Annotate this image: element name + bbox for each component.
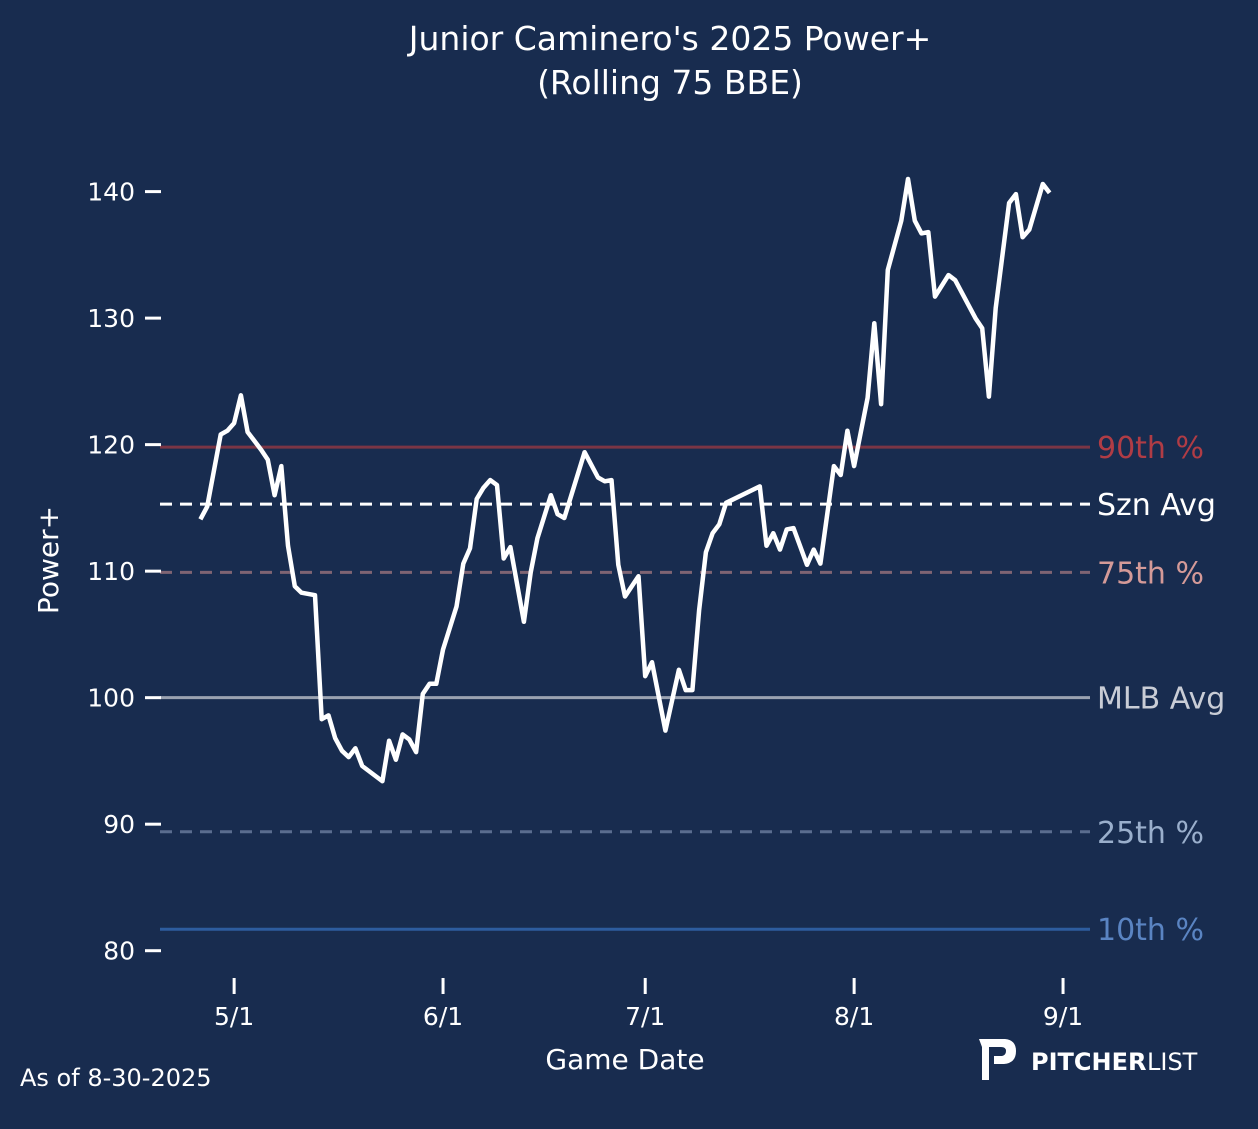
reference-lines: 90th % Szn Avg 75th % MLB Avg 25th % 10th % — [160, 431, 1225, 948]
chart-title: Junior Caminero's 2025 Power+ — [407, 19, 931, 58]
logo-text-light: LIST — [1147, 1048, 1198, 1076]
chart-subtitle: (Rolling 75 BBE) — [537, 63, 803, 102]
reference-label: Szn Avg — [1097, 488, 1216, 523]
x-axis-label: Game Date — [545, 1043, 704, 1076]
x-tick-label: 8/1 — [834, 1002, 874, 1031]
y-tick-label: 110 — [87, 557, 135, 586]
series-line-power-plus — [198, 176, 1052, 784]
reference-label: 90th % — [1097, 431, 1204, 466]
logo-text-bold: PITCHER — [1031, 1048, 1146, 1076]
reference-label: MLB Avg — [1097, 682, 1225, 717]
reference-label: 75th % — [1097, 556, 1204, 591]
as-of-date: As of 8-30-2025 — [20, 1064, 212, 1092]
y-tick-label: 130 — [87, 304, 135, 333]
x-tick-label: 9/1 — [1043, 1002, 1083, 1031]
x-tick-label: 5/1 — [214, 1002, 254, 1031]
y-tick-label: 80 — [103, 937, 135, 966]
x-tick-label: 7/1 — [625, 1002, 665, 1031]
series-group — [198, 176, 1052, 784]
pitcherlist-p-icon — [979, 1039, 1016, 1080]
pitcherlist-logo: PITCHER LIST — [979, 1039, 1198, 1080]
y-tick-label: 90 — [103, 810, 135, 839]
x-tick-label: 6/1 — [423, 1002, 463, 1031]
y-axis: 80 90 100 110 120 130 140 — [87, 178, 161, 966]
y-tick-label: 100 — [87, 684, 135, 713]
y-tick-label: 140 — [87, 178, 135, 207]
y-tick-label: 120 — [87, 431, 135, 460]
y-axis-label: Power+ — [32, 506, 65, 614]
x-axis: 5/1 6/1 7/1 8/1 9/1 — [214, 978, 1083, 1031]
reference-label: 10th % — [1097, 913, 1204, 948]
reference-label: 25th % — [1097, 816, 1204, 851]
